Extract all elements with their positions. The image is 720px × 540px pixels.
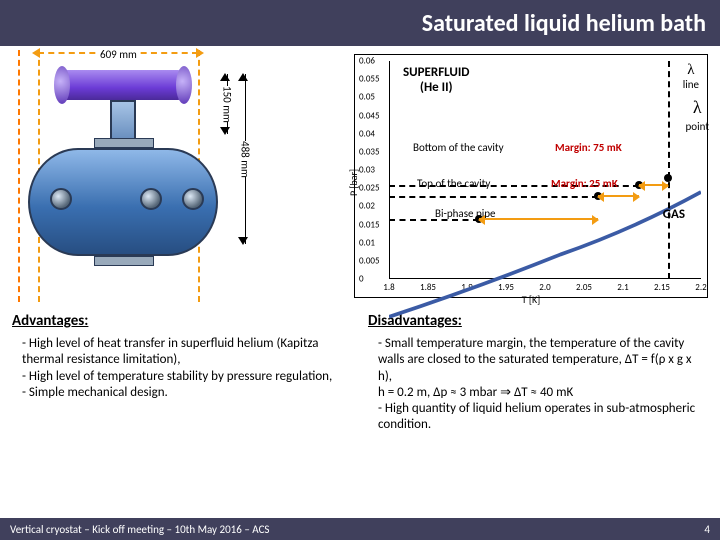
title-bar: Saturated liquid helium bath (0, 0, 720, 46)
dim-488: 488 mm (236, 74, 254, 244)
guide-left (18, 50, 20, 302)
advantages-heading: Advantages: (12, 312, 352, 330)
guide-h2 (389, 196, 598, 198)
advantages-col: Advantages: - High level of heat transfe… (12, 312, 352, 434)
lambda-point-label: λpoint (686, 99, 709, 133)
margin-75: Margin: 75 mK (555, 141, 622, 154)
lambda-line-label: λline (683, 63, 699, 92)
lambda-line (668, 61, 670, 279)
dim-width-label: 609 mm (98, 48, 139, 61)
superfluid-label: SUPERFLUID (He II) (403, 65, 470, 95)
advantages-text: - High level of heat transfer in superfl… (12, 336, 352, 401)
phase-chart: P [bar] T [K] 00.0050.010.0150.020.0250.… (354, 54, 708, 298)
gas-label: GAS (663, 207, 685, 222)
top-region: 609 mm 150 mm 488 mm P [bar] T [K] 00.00… (0, 46, 720, 306)
device-panel: 609 mm 150 mm 488 mm (8, 50, 348, 306)
slide-number: 4 (704, 523, 710, 536)
page-title: Saturated liquid helium bath (422, 9, 706, 38)
top-cavity-label: Top of the cavity (417, 177, 490, 190)
cryostat-render (22, 70, 222, 300)
margin-25: Margin: 25 mK (551, 177, 618, 190)
bottom-cavity-label: Bottom of the cavity (413, 141, 504, 154)
footer: Vertical cryostat – Kick off meeting – 1… (0, 518, 720, 540)
footer-left: Vertical cryostat – Kick off meeting – 1… (10, 523, 269, 536)
pipe (62, 70, 182, 100)
chart-panel: P [bar] T [K] 00.0050.010.0150.020.0250.… (352, 50, 712, 306)
